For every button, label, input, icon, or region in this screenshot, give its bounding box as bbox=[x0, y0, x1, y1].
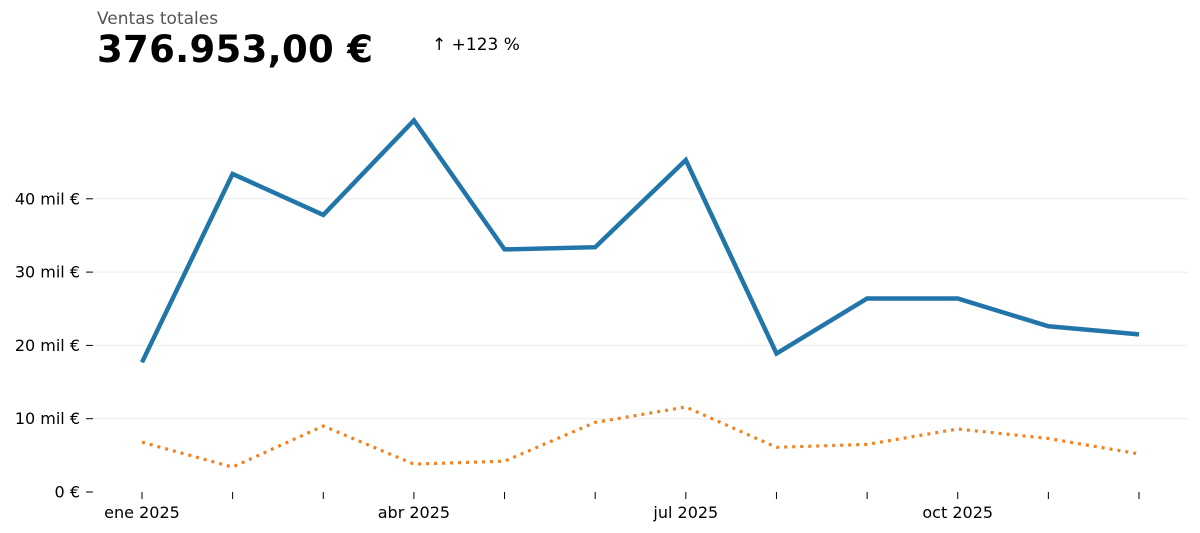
series-lines bbox=[139, 116, 1140, 469]
grid-lines bbox=[93, 198, 1188, 420]
y-tick-label: 20 mil € bbox=[15, 336, 80, 355]
kpi-label: Ventas totales bbox=[97, 9, 219, 29]
kpi-header: Ventas totales 376.953,00 € ↑ +123 % bbox=[97, 8, 520, 71]
y-tick-label: 30 mil € bbox=[15, 263, 80, 282]
x-tick-label: abr 2025 bbox=[378, 503, 450, 522]
axes: 0 € 10 mil € 20 mil € 30 mil € 40 mil € ene 2… bbox=[15, 189, 1140, 522]
kpi-total-value: 376.953,00 € bbox=[97, 28, 374, 71]
x-tick-label: ene 2025 bbox=[104, 503, 180, 522]
x-tick-label: oct 2025 bbox=[922, 503, 993, 522]
series-line-2 bbox=[141, 405, 1140, 469]
y-tick-label: 0 € bbox=[55, 483, 80, 502]
series-line-1 bbox=[139, 116, 1140, 364]
kpi-change-indicator: ↑ +123 % bbox=[432, 35, 520, 55]
x-tick-label: jul 2025 bbox=[652, 503, 718, 522]
y-tick-label: 40 mil € bbox=[15, 189, 80, 208]
y-tick-label: 10 mil € bbox=[15, 409, 80, 428]
